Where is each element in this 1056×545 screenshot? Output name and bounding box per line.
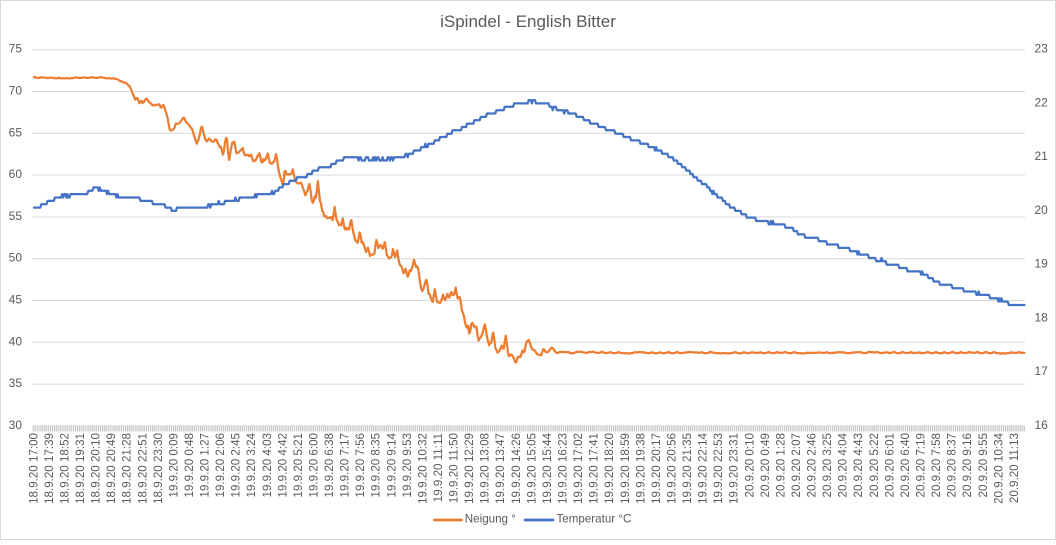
svg-text:65: 65 (9, 125, 23, 139)
svg-text:20.9.20 0:49: 20.9.20 0:49 (759, 433, 772, 497)
svg-text:19.9.20 9:53: 19.9.20 9:53 (401, 433, 414, 497)
svg-text:19.9.20 6:38: 19.9.20 6:38 (323, 433, 336, 497)
svg-text:19.9.20 20:17: 19.9.20 20:17 (650, 433, 663, 504)
svg-text:18: 18 (1035, 310, 1049, 324)
svg-text:19.9.20 8:35: 19.9.20 8:35 (370, 433, 383, 497)
svg-text:19.9.20 17:02: 19.9.20 17:02 (572, 433, 585, 504)
svg-text:70: 70 (9, 84, 23, 98)
svg-text:20.9.20 6:01: 20.9.20 6:01 (883, 433, 896, 497)
svg-text:18.9.20 19:31: 18.9.20 19:31 (74, 433, 87, 504)
svg-text:55: 55 (9, 209, 23, 223)
svg-text:19.9.20 7:56: 19.9.20 7:56 (354, 433, 367, 497)
svg-text:19.9.20 0:48: 19.9.20 0:48 (183, 433, 196, 497)
svg-text:60: 60 (9, 167, 23, 181)
svg-text:19.9.20 18:20: 19.9.20 18:20 (603, 433, 616, 504)
svg-text:18.9.20 23:30: 18.9.20 23:30 (152, 433, 165, 504)
svg-text:19.9.20 3:24: 19.9.20 3:24 (245, 432, 258, 497)
svg-text:19.9.20 4:42: 19.9.20 4:42 (276, 433, 289, 497)
svg-text:16: 16 (1035, 418, 1049, 432)
svg-text:18.9.20 22:51: 18.9.20 22:51 (136, 433, 149, 504)
svg-text:19.9.20 13:08: 19.9.20 13:08 (479, 433, 492, 504)
svg-text:50: 50 (9, 251, 23, 265)
svg-text:20.9.20 8:37: 20.9.20 8:37 (946, 433, 959, 497)
svg-text:19.9.20 15:44: 19.9.20 15:44 (541, 432, 554, 503)
svg-text:20.9.20 3:25: 20.9.20 3:25 (821, 433, 834, 497)
svg-text:19.9.20 7:17: 19.9.20 7:17 (339, 433, 352, 497)
svg-text:35: 35 (9, 376, 23, 390)
svg-text:20: 20 (1035, 203, 1049, 217)
svg-text:20.9.20 2:07: 20.9.20 2:07 (790, 433, 803, 497)
svg-text:19.9.20 11:11: 19.9.20 11:11 (432, 433, 445, 502)
svg-text:19.9.20 2:06: 19.9.20 2:06 (214, 433, 227, 497)
svg-text:iSpindel - English Bitter: iSpindel - English Bitter (440, 12, 616, 31)
svg-text:20.9.20 7:19: 20.9.20 7:19 (915, 433, 928, 497)
svg-text:20.9.20 4:43: 20.9.20 4:43 (852, 433, 865, 497)
svg-text:20.9.20 1:28: 20.9.20 1:28 (774, 433, 787, 497)
svg-text:19.9.20 9:14: 19.9.20 9:14 (385, 432, 398, 497)
svg-text:20.9.20 9:16: 20.9.20 9:16 (961, 433, 974, 497)
svg-text:19.9.20 19:38: 19.9.20 19:38 (634, 433, 647, 504)
svg-text:19.9.20 18:59: 19.9.20 18:59 (619, 433, 632, 504)
svg-text:18.9.20 18:52: 18.9.20 18:52 (58, 433, 71, 504)
svg-text:19.9.20 1:27: 19.9.20 1:27 (199, 433, 212, 497)
svg-text:45: 45 (9, 293, 23, 307)
svg-text:19.9.20 11:50: 19.9.20 11:50 (448, 433, 461, 503)
svg-text:19.9.20 15:05: 19.9.20 15:05 (525, 433, 538, 504)
svg-text:19.9.20 5:21: 19.9.20 5:21 (292, 433, 305, 497)
svg-text:18.9.20 20:10: 18.9.20 20:10 (90, 433, 103, 504)
svg-text:18.9.20 21:28: 18.9.20 21:28 (121, 433, 134, 504)
svg-text:19.9.20 12:29: 19.9.20 12:29 (463, 433, 476, 504)
svg-text:20.9.20 5:22: 20.9.20 5:22 (868, 433, 881, 497)
svg-text:18.9.20 20:49: 18.9.20 20:49 (105, 433, 118, 504)
svg-text:19: 19 (1035, 257, 1049, 271)
svg-text:19.9.20 13:47: 19.9.20 13:47 (494, 433, 507, 504)
svg-text:19.9.20 6:00: 19.9.20 6:00 (308, 433, 321, 497)
svg-text:23: 23 (1035, 42, 1049, 56)
svg-text:19.9.20 14:26: 19.9.20 14:26 (510, 433, 523, 504)
svg-text:20.9.20 2:46: 20.9.20 2:46 (806, 433, 819, 497)
svg-text:Temperatur °C: Temperatur °C (557, 513, 632, 526)
svg-text:19.9.20 10:32: 19.9.20 10:32 (416, 433, 429, 504)
svg-text:19.9.20 21:35: 19.9.20 21:35 (681, 433, 694, 504)
svg-text:19.9.20 0:09: 19.9.20 0:09 (167, 433, 180, 497)
svg-text:19.9.20 22:53: 19.9.20 22:53 (712, 433, 725, 504)
svg-text:30: 30 (9, 418, 23, 432)
svg-text:19.9.20 17:41: 19.9.20 17:41 (588, 433, 601, 504)
svg-text:18.9.20 17:39: 18.9.20 17:39 (43, 433, 56, 504)
svg-text:20.9.20 9:55: 20.9.20 9:55 (977, 433, 990, 497)
svg-text:19.9.20 20:56: 19.9.20 20:56 (666, 433, 679, 504)
svg-text:40: 40 (9, 334, 23, 348)
svg-text:19.9.20 16:23: 19.9.20 16:23 (557, 433, 570, 504)
svg-text:75: 75 (9, 42, 23, 56)
svg-text:20.9.20 11:13: 20.9.20 11:13 (1008, 433, 1021, 503)
svg-text:20.9.20 6:40: 20.9.20 6:40 (899, 433, 912, 497)
svg-text:17: 17 (1035, 364, 1049, 378)
svg-text:20.9.20 4:04: 20.9.20 4:04 (837, 432, 850, 497)
svg-text:19.9.20 23:31: 19.9.20 23:31 (728, 433, 741, 504)
svg-text:20.9.20 0:10: 20.9.20 0:10 (743, 433, 756, 497)
svg-text:21: 21 (1035, 149, 1049, 163)
svg-text:18.9.20 17:00: 18.9.20 17:00 (27, 433, 40, 504)
svg-text:20.9.20 10:34: 20.9.20 10:34 (992, 432, 1005, 503)
svg-text:22: 22 (1035, 95, 1049, 109)
svg-text:20.9.20 7:58: 20.9.20 7:58 (930, 433, 943, 497)
svg-text:19.9.20 22:14: 19.9.20 22:14 (697, 432, 710, 503)
svg-text:Neigung °: Neigung ° (465, 513, 516, 526)
svg-text:19.9.20 4:03: 19.9.20 4:03 (261, 433, 274, 497)
svg-text:19.9.20 2:45: 19.9.20 2:45 (230, 433, 243, 497)
